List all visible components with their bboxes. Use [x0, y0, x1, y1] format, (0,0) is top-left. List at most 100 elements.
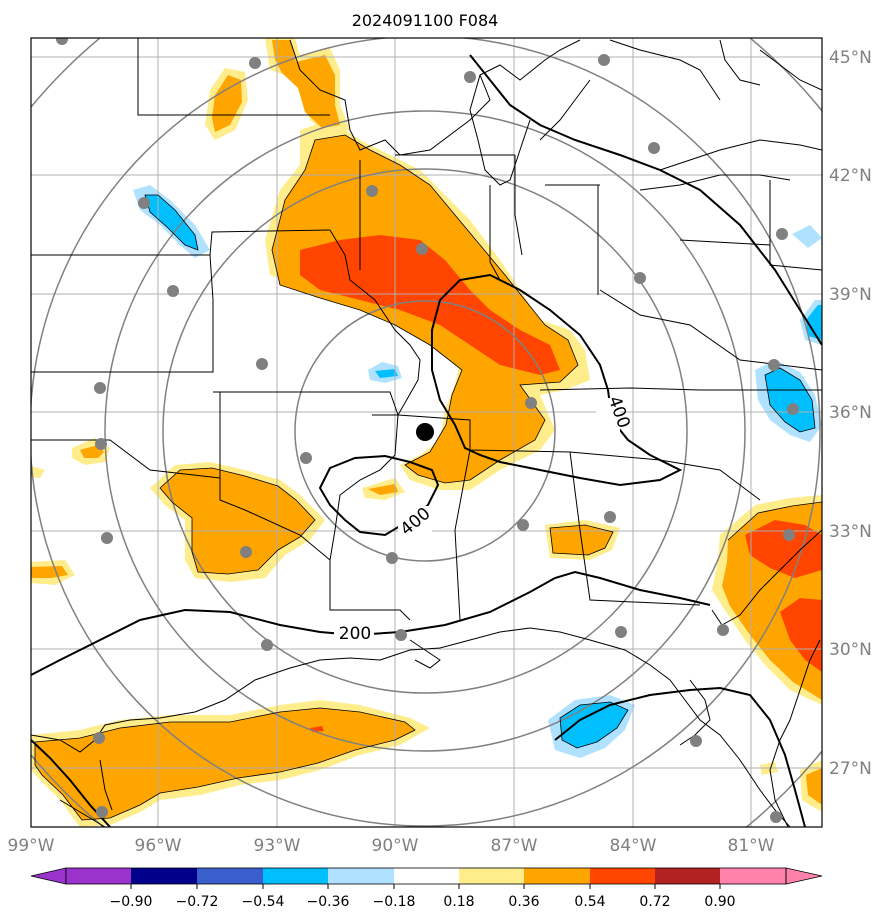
- colorbar-tick-label: 0.36: [508, 894, 539, 910]
- colorbar: −0.90 −0.72 −0.54 −0.36 −0.18 0.18 0.36 …: [30, 867, 823, 910]
- tx-blob-orange: [160, 468, 315, 574]
- station-dot: [56, 38, 68, 45]
- colorbar-segment: [459, 868, 524, 884]
- contour-label-bg: [596, 398, 620, 432]
- lat-tick-label: 36°N: [829, 403, 872, 423]
- station-dot: [598, 54, 610, 66]
- lat-tick-label: 39°N: [829, 285, 872, 305]
- north-band-orange: [272, 40, 340, 128]
- colorbar-segment: [394, 868, 459, 884]
- ms-small-orange: [368, 484, 398, 495]
- station-dot: [366, 185, 378, 197]
- colorbar-segment: [655, 868, 720, 884]
- colorbar-segment: [328, 868, 394, 884]
- station-dot: [517, 519, 529, 531]
- colorbar-tick-label: 0.18: [443, 894, 474, 910]
- latitude-axis: 45°N 42°N 39°N 36°N 33°N 30°N 27°N: [829, 48, 872, 779]
- station-dot: [93, 732, 105, 744]
- station-dot: [395, 629, 407, 641]
- colorbar-segment: [131, 868, 197, 884]
- west-strip-orange: [31, 566, 68, 578]
- colorbar-segment: [197, 868, 263, 884]
- contour-400-loop: [431, 273, 683, 487]
- lon-tick-label: 81°W: [728, 836, 775, 856]
- station-dot: [783, 529, 795, 541]
- contour-label-200: 200: [339, 624, 371, 644]
- lat-tick-label: 30°N: [829, 640, 872, 660]
- station-dot: [690, 735, 702, 747]
- colorbar-tick-label: −0.72: [176, 894, 219, 910]
- station-dot: [261, 639, 273, 651]
- station-dot: [648, 142, 660, 154]
- lon-tick-label: 93°W: [254, 836, 301, 856]
- boundaries: [31, 38, 822, 827]
- station-dot: [787, 403, 799, 415]
- lon-tick-label: 87°W: [491, 836, 538, 856]
- colorbar-tick-label: 0.72: [639, 894, 670, 910]
- colorbar-frame: [65, 867, 787, 885]
- gulf-fl-blue: [560, 702, 628, 748]
- station-dot: [416, 243, 428, 255]
- colorbar-segment: [720, 868, 786, 884]
- station-dot: [300, 452, 312, 464]
- contour-gulf-fl: [554, 686, 806, 827]
- lat-tick-label: 27°N: [829, 759, 872, 779]
- lon-tick-label: 84°W: [610, 836, 657, 856]
- station-dot: [634, 272, 646, 284]
- station-dot: [464, 71, 476, 83]
- longitude-axis: 99°W 96°W 93°W 90°W 87°W 84°W 81°W: [8, 836, 775, 856]
- station-dot: [525, 397, 537, 409]
- colorbar-segment: [590, 868, 655, 884]
- lat-tick-label: 45°N: [829, 48, 872, 68]
- ne-edge-blue: [806, 305, 822, 340]
- station-dot: [615, 626, 627, 638]
- colorbar-extend-high: [785, 867, 823, 885]
- mn-blob-orange: [212, 75, 242, 132]
- center-point-marker: [416, 423, 434, 441]
- colorbar-tick-label: −0.90: [110, 894, 153, 910]
- lon-tick-label: 99°W: [8, 836, 55, 856]
- colorbar-ticks: [130, 884, 721, 889]
- fl-east-orange: [806, 768, 822, 805]
- station-dot: [386, 552, 398, 564]
- colorbar-segment: [263, 868, 328, 884]
- station-dot: [717, 624, 729, 636]
- atl-blob-red-1: [745, 520, 822, 578]
- station-dot: [776, 228, 788, 240]
- map-frame: [30, 37, 823, 828]
- colorbar-tick-label: 0.54: [574, 894, 605, 910]
- lon-tick-label: 96°W: [135, 836, 182, 856]
- contour-label-bg: [398, 506, 432, 532]
- station-dot: [101, 532, 113, 544]
- west-dot-yellow: [31, 466, 45, 478]
- station-dot: [95, 438, 107, 450]
- colorbar-tick-label: −0.36: [307, 894, 350, 910]
- gulf-tx-orange: [35, 708, 415, 820]
- colorbar-segment: [524, 868, 590, 884]
- station-dot: [240, 546, 252, 558]
- mo-blob-blue: [375, 369, 398, 378]
- contour-label-bg: [334, 622, 374, 644]
- colorbar-tick-label: 0.90: [704, 894, 735, 910]
- station-dot: [138, 197, 150, 209]
- lat-tick-label: 33°N: [829, 522, 872, 542]
- contour-north-arc: [469, 54, 822, 346]
- colorbar-tick-label: −0.54: [242, 894, 285, 910]
- lon-tick-label: 90°W: [372, 836, 419, 856]
- colorbar-extend-low: [30, 867, 67, 885]
- colorbar-segment: [66, 868, 131, 884]
- figure-title: 2024091100 F084: [352, 11, 499, 30]
- station-dot: [768, 359, 780, 371]
- station-dot: [96, 806, 108, 818]
- colorbar-tick-label: −0.18: [373, 894, 416, 910]
- station-markers: [56, 38, 799, 823]
- contour-400-south: [318, 454, 440, 537]
- lat-tick-label: 42°N: [829, 166, 872, 186]
- positive-anomaly-fills: [31, 38, 822, 827]
- atl-blob-red-2: [780, 598, 822, 672]
- station-dot: [249, 57, 261, 69]
- station-dot: [94, 382, 106, 394]
